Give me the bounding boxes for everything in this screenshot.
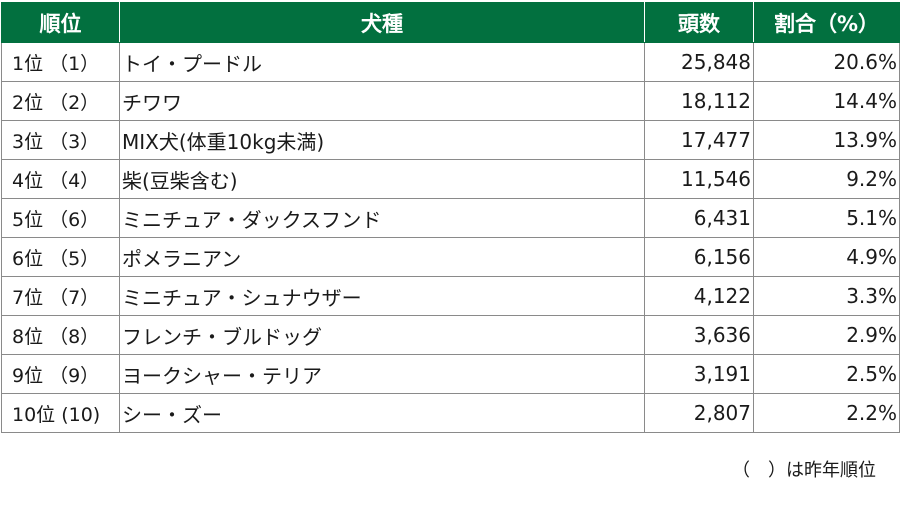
table-row: 6位 （5） ポメラニアン 6,156 4.9%	[1, 237, 900, 277]
breed-cell: シー・ズー	[119, 393, 645, 433]
rank-label: 4位	[12, 169, 44, 192]
count-cell: 2,807	[644, 393, 754, 433]
ratio-cell: 2.2%	[753, 393, 900, 433]
table-row: 1位 （1） トイ・プードル 25,848 20.6%	[1, 42, 900, 82]
rank-label: 8位	[12, 325, 44, 348]
rank-label: 9位	[12, 364, 44, 387]
breed-cell: ヨークシャー・テリア	[119, 354, 645, 394]
breed-cell: フレンチ・ブルドッグ	[119, 315, 645, 355]
ratio-cell: 2.5%	[753, 354, 900, 394]
count-cell: 11,546	[644, 159, 754, 199]
rank-cell: 1位 （1）	[1, 42, 120, 82]
ratio-cell: 3.3%	[753, 276, 900, 316]
count-cell: 6,431	[644, 198, 754, 238]
dog-breed-ranking-table: 順位 犬種 頭数 割合（%） 1位 （1） トイ・プードル 25,848 20.6% 2位…	[1, 2, 900, 433]
previous-rank-label: （9）	[49, 364, 100, 387]
rank-cell: 9位 （9）	[1, 354, 120, 394]
breed-cell: ミニチュア・ダックスフンド	[119, 198, 645, 238]
rank-label: 10位	[12, 403, 56, 426]
table-row: 4位 （4） 柴(豆柴含む) 11,546 9.2%	[1, 159, 900, 199]
count-cell: 6,156	[644, 237, 754, 277]
table-row: 3位 （3） MIX犬(体重10kg未満) 17,477 13.9%	[1, 120, 900, 160]
previous-rank-label: （3）	[49, 130, 100, 153]
ratio-cell: 4.9%	[753, 237, 900, 277]
previous-rank-label: （6）	[49, 208, 100, 231]
rank-label: 3位	[12, 130, 44, 153]
rank-label: 6位	[12, 247, 44, 270]
header-count: 頭数	[644, 2, 754, 43]
table-row: 8位 （8） フレンチ・ブルドッグ 3,636 2.9%	[1, 315, 900, 355]
table-row: 7位 （7） ミニチュア・シュナウザー 4,122 3.3%	[1, 276, 900, 316]
table-row: 10位 (10) シー・ズー 2,807 2.2%	[1, 393, 900, 433]
table-row: 2位 （2） チワワ 18,112 14.4%	[1, 81, 900, 121]
rank-cell: 10位 (10)	[1, 393, 120, 433]
count-cell: 17,477	[644, 120, 754, 160]
breed-cell: ポメラニアン	[119, 237, 645, 277]
previous-rank-label: （1）	[49, 52, 100, 75]
previous-rank-label: （7）	[49, 286, 100, 309]
table-header-row: 順位 犬種 頭数 割合（%）	[1, 2, 900, 43]
rank-cell: 7位 （7）	[1, 276, 120, 316]
rank-label: 1位	[12, 52, 44, 75]
breed-cell: トイ・プードル	[119, 42, 645, 82]
breed-cell: ミニチュア・シュナウザー	[119, 276, 645, 316]
previous-rank-label: (10)	[61, 403, 101, 426]
previous-rank-label: （2）	[49, 91, 100, 114]
rank-cell: 8位 （8）	[1, 315, 120, 355]
rank-label: 5位	[12, 208, 44, 231]
rank-cell: 4位 （4）	[1, 159, 120, 199]
header-breed: 犬種	[119, 2, 645, 43]
breed-cell: MIX犬(体重10kg未満)	[119, 120, 645, 160]
table-row: 5位 （6） ミニチュア・ダックスフンド 6,431 5.1%	[1, 198, 900, 238]
table-body: 1位 （1） トイ・プードル 25,848 20.6% 2位 （2） チワワ 18,112 14.…	[1, 42, 900, 433]
count-cell: 18,112	[644, 81, 754, 121]
header-rank: 順位	[1, 2, 120, 43]
rank-cell: 5位 （6）	[1, 198, 120, 238]
ratio-cell: 14.4%	[753, 81, 900, 121]
rank-cell: 6位 （5）	[1, 237, 120, 277]
rank-label: 7位	[12, 286, 44, 309]
ratio-cell: 20.6%	[753, 42, 900, 82]
table-row: 9位 （9） ヨークシャー・テリア 3,191 2.5%	[1, 354, 900, 394]
header-ratio: 割合（%）	[753, 2, 900, 43]
count-cell: 3,191	[644, 354, 754, 394]
ratio-cell: 2.9%	[753, 315, 900, 355]
previous-rank-label: （4）	[49, 169, 100, 192]
count-cell: 4,122	[644, 276, 754, 316]
rank-cell: 2位 （2）	[1, 81, 120, 121]
breed-cell: 柴(豆柴含む)	[119, 159, 645, 199]
rank-cell: 3位 （3）	[1, 120, 120, 160]
footnote-previous-rank: （ ）は昨年順位	[732, 460, 876, 481]
count-cell: 25,848	[644, 42, 754, 82]
ratio-cell: 5.1%	[753, 198, 900, 238]
ratio-cell: 9.2%	[753, 159, 900, 199]
previous-rank-label: （8）	[49, 325, 100, 348]
rank-label: 2位	[12, 91, 44, 114]
breed-cell: チワワ	[119, 81, 645, 121]
count-cell: 3,636	[644, 315, 754, 355]
previous-rank-label: （5）	[49, 247, 100, 270]
ratio-cell: 13.9%	[753, 120, 900, 160]
